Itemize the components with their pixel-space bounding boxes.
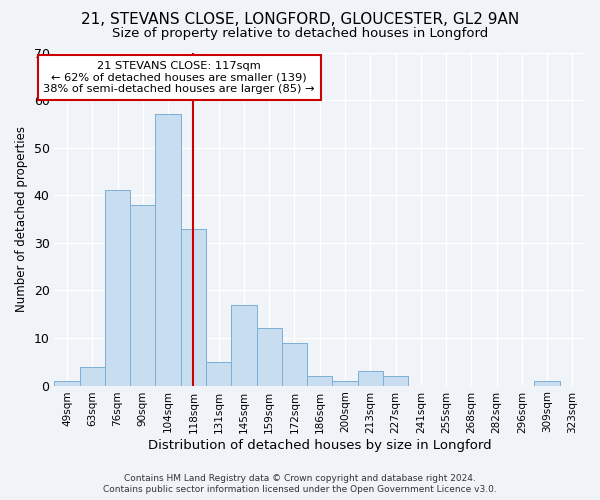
Bar xyxy=(535,381,560,386)
X-axis label: Distribution of detached houses by size in Longford: Distribution of detached houses by size … xyxy=(148,440,491,452)
Bar xyxy=(358,372,383,386)
Bar xyxy=(307,376,332,386)
Text: 21, STEVANS CLOSE, LONGFORD, GLOUCESTER, GL2 9AN: 21, STEVANS CLOSE, LONGFORD, GLOUCESTER,… xyxy=(81,12,519,28)
Bar xyxy=(181,228,206,386)
Bar xyxy=(206,362,231,386)
Bar xyxy=(80,366,105,386)
Y-axis label: Number of detached properties: Number of detached properties xyxy=(15,126,28,312)
Bar xyxy=(155,114,181,386)
Bar xyxy=(383,376,408,386)
Bar xyxy=(231,304,257,386)
Text: 21 STEVANS CLOSE: 117sqm
← 62% of detached houses are smaller (139)
38% of semi-: 21 STEVANS CLOSE: 117sqm ← 62% of detach… xyxy=(43,61,315,94)
Bar xyxy=(130,205,155,386)
Bar xyxy=(257,328,282,386)
Bar xyxy=(282,342,307,386)
Bar xyxy=(55,381,80,386)
Bar xyxy=(105,190,130,386)
Bar xyxy=(332,381,358,386)
Text: Size of property relative to detached houses in Longford: Size of property relative to detached ho… xyxy=(112,28,488,40)
Text: Contains HM Land Registry data © Crown copyright and database right 2024.
Contai: Contains HM Land Registry data © Crown c… xyxy=(103,474,497,494)
